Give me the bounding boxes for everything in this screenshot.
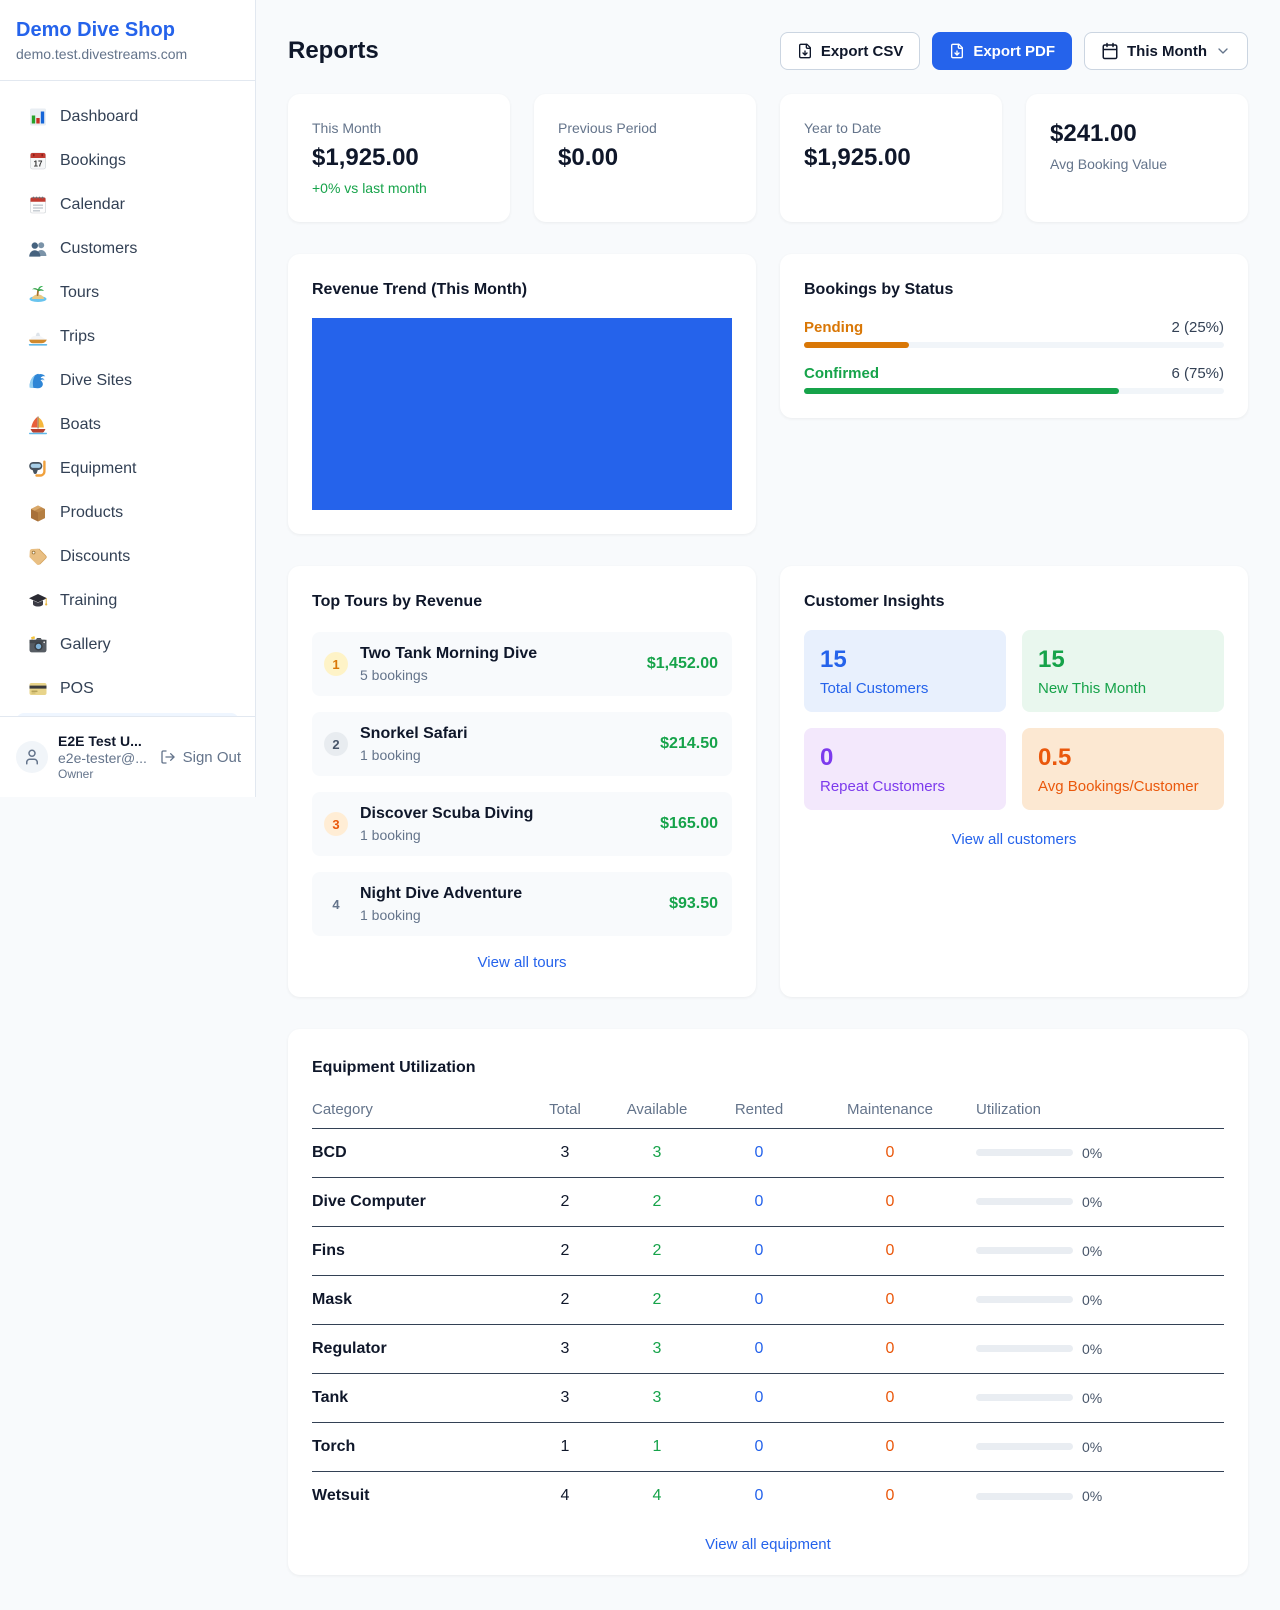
svg-text:17: 17 (34, 160, 43, 169)
